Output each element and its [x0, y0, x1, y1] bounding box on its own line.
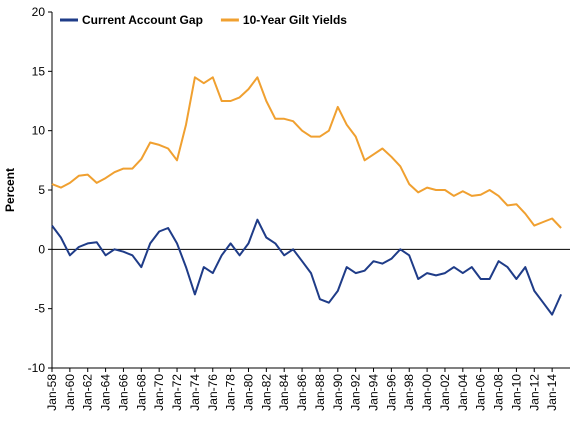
x-tick-label: Jan-80: [241, 374, 255, 411]
x-tick-label: Jan-94: [367, 374, 381, 411]
x-tick-label: Jan-66: [116, 374, 130, 411]
x-tick-label: Jan-74: [188, 374, 202, 411]
x-tick-label: Jan-72: [170, 374, 184, 411]
x-tick-label: Jan-84: [277, 374, 291, 411]
y-tick-label: 15: [32, 64, 46, 78]
x-tick-label: Jan-82: [259, 374, 273, 411]
x-tick-label: Jan-76: [206, 374, 220, 411]
x-tick-label: Jan-92: [349, 374, 363, 411]
y-tick-label: -5: [34, 302, 45, 316]
y-tick-label: -10: [28, 361, 46, 375]
x-tick-label: Jan-12: [527, 374, 541, 411]
x-tick-label: Jan-90: [331, 374, 345, 411]
x-tick-label: Jan-62: [81, 374, 95, 411]
x-tick-label: Jan-02: [438, 374, 452, 411]
y-tick-label: 20: [32, 5, 46, 19]
y-tick-label: 5: [38, 183, 45, 197]
x-tick-label: Jan-06: [474, 374, 488, 411]
x-tick-label: Jan-64: [99, 374, 113, 411]
x-tick-label: Jan-88: [313, 374, 327, 411]
x-tick-label: Jan-58: [45, 374, 59, 411]
x-tick-label: Jan-04: [456, 374, 470, 411]
x-tick-label: Jan-78: [224, 374, 238, 411]
x-tick-label: Jan-86: [295, 374, 309, 411]
x-tick-label: Jan-96: [384, 374, 398, 411]
x-tick-label: Jan-00: [420, 374, 434, 411]
y-tick-label: 10: [32, 124, 46, 138]
y-axis-label: Percent: [3, 168, 17, 212]
x-tick-label: Jan-08: [492, 374, 506, 411]
legend-label: Current Account Gap: [82, 13, 203, 27]
series-line: [51, 218, 563, 316]
x-tick-label: Jan-98: [402, 374, 416, 411]
legend-label: 10-Year Gilt Yields: [243, 13, 347, 27]
y-tick-label: 0: [38, 242, 45, 256]
series-line: [51, 76, 562, 229]
x-tick-label: Jan-60: [63, 374, 77, 411]
x-tick-label: Jan-70: [152, 374, 166, 411]
x-tick-label: Jan-14: [545, 374, 559, 411]
x-tick-label: Jan-10: [509, 374, 523, 411]
x-tick-label: Jan-68: [134, 374, 148, 411]
